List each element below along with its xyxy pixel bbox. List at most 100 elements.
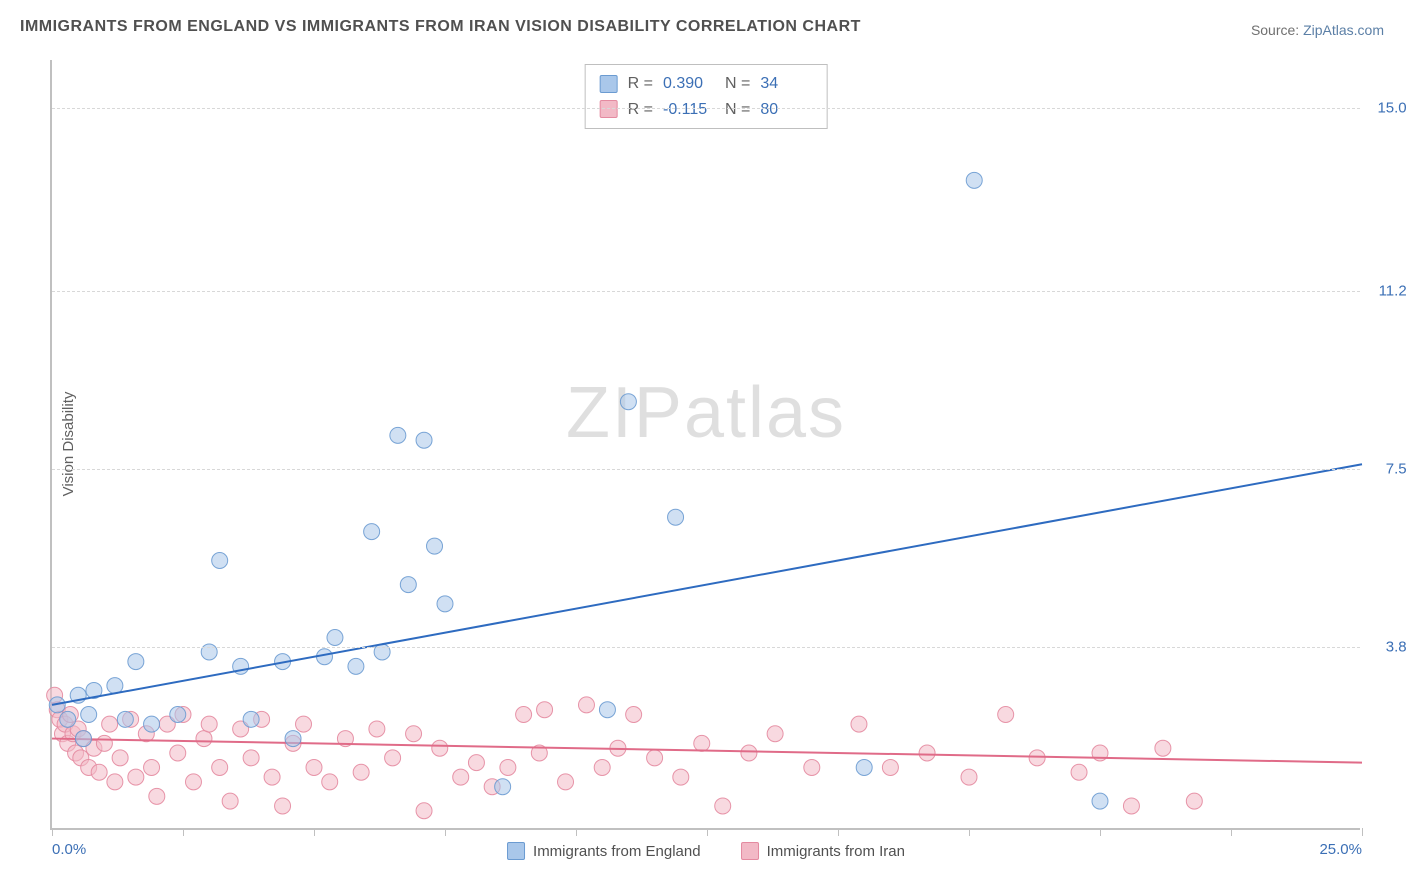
grid-line: [52, 108, 1360, 109]
data-point: [364, 524, 380, 540]
data-point: [102, 716, 118, 732]
data-point: [144, 716, 160, 732]
data-point: [96, 735, 112, 751]
data-point: [369, 721, 385, 737]
data-point: [285, 731, 301, 747]
data-point: [322, 774, 338, 790]
data-point: [107, 678, 123, 694]
legend-label-2: Immigrants from Iran: [767, 843, 905, 860]
data-point: [673, 769, 689, 785]
plot-svg: [52, 60, 1360, 828]
grid-line: [52, 647, 1360, 648]
data-point: [112, 750, 128, 766]
source-prefix: Source:: [1251, 22, 1303, 38]
data-point: [128, 769, 144, 785]
data-point: [201, 716, 217, 732]
source-attribution: Source: ZipAtlas.com: [1251, 22, 1384, 38]
x-tick-label: 25.0%: [1319, 841, 1362, 858]
data-point: [495, 779, 511, 795]
legend-swatch-2: [741, 842, 759, 860]
x-tick: [1100, 828, 1101, 836]
x-tick: [183, 828, 184, 836]
data-point: [647, 750, 663, 766]
data-point: [626, 707, 642, 723]
data-point: [432, 740, 448, 756]
data-point: [694, 735, 710, 751]
legend-item-1: Immigrants from England: [507, 842, 701, 860]
x-tick: [1362, 828, 1363, 836]
data-point: [390, 427, 406, 443]
data-point: [406, 726, 422, 742]
legend-item-2: Immigrants from Iran: [741, 842, 905, 860]
data-point: [516, 707, 532, 723]
data-point: [416, 432, 432, 448]
data-point: [427, 538, 443, 554]
data-point: [306, 759, 322, 775]
legend-swatch-1: [507, 842, 525, 860]
data-point: [620, 394, 636, 410]
legend: Immigrants from England Immigrants from …: [507, 842, 905, 860]
x-tick: [445, 828, 446, 836]
y-tick-label: 15.0%: [1377, 100, 1406, 117]
data-point: [599, 702, 615, 718]
data-point: [327, 630, 343, 646]
data-point: [1123, 798, 1139, 814]
data-point: [998, 707, 1014, 723]
data-point: [741, 745, 757, 761]
data-point: [453, 769, 469, 785]
data-point: [668, 509, 684, 525]
data-point: [400, 577, 416, 593]
data-point: [1155, 740, 1171, 756]
x-tick: [707, 828, 708, 836]
data-point: [919, 745, 935, 761]
data-point: [1071, 764, 1087, 780]
chart-container: IMMIGRANTS FROM ENGLAND VS IMMIGRANTS FR…: [0, 0, 1406, 892]
data-point: [149, 788, 165, 804]
data-point: [296, 716, 312, 732]
grid-line: [52, 291, 1360, 292]
data-point: [1029, 750, 1045, 766]
data-point: [243, 750, 259, 766]
data-point: [1092, 793, 1108, 809]
legend-label-1: Immigrants from England: [533, 843, 701, 860]
source-link[interactable]: ZipAtlas.com: [1303, 22, 1384, 38]
data-point: [222, 793, 238, 809]
data-point: [578, 697, 594, 713]
x-tick: [52, 828, 53, 836]
data-point: [185, 774, 201, 790]
data-point: [767, 726, 783, 742]
data-point: [961, 769, 977, 785]
x-tick: [1231, 828, 1232, 836]
data-point: [715, 798, 731, 814]
chart-title: IMMIGRANTS FROM ENGLAND VS IMMIGRANTS FR…: [20, 18, 861, 36]
data-point: [107, 774, 123, 790]
data-point: [558, 774, 574, 790]
y-tick-label: 11.2%: [1379, 283, 1406, 300]
data-point: [75, 731, 91, 747]
x-tick: [314, 828, 315, 836]
data-point: [264, 769, 280, 785]
y-tick-label: 7.5%: [1386, 461, 1406, 478]
data-point: [594, 759, 610, 775]
data-point: [856, 759, 872, 775]
data-point: [128, 654, 144, 670]
data-point: [170, 745, 186, 761]
data-point: [353, 764, 369, 780]
data-point: [966, 172, 982, 188]
data-point: [60, 711, 76, 727]
data-point: [416, 803, 432, 819]
y-tick-label: 3.8%: [1386, 639, 1406, 656]
data-point: [275, 798, 291, 814]
x-tick-label: 0.0%: [52, 841, 86, 858]
x-tick: [969, 828, 970, 836]
data-point: [91, 764, 107, 780]
data-point: [81, 707, 97, 723]
x-tick: [576, 828, 577, 836]
data-point: [468, 755, 484, 771]
data-point: [243, 711, 259, 727]
x-tick: [838, 828, 839, 836]
plot-area: Vision Disability ZIPatlas R = 0.390 N =…: [50, 60, 1360, 830]
data-point: [882, 759, 898, 775]
data-point: [385, 750, 401, 766]
grid-line: [52, 469, 1360, 470]
